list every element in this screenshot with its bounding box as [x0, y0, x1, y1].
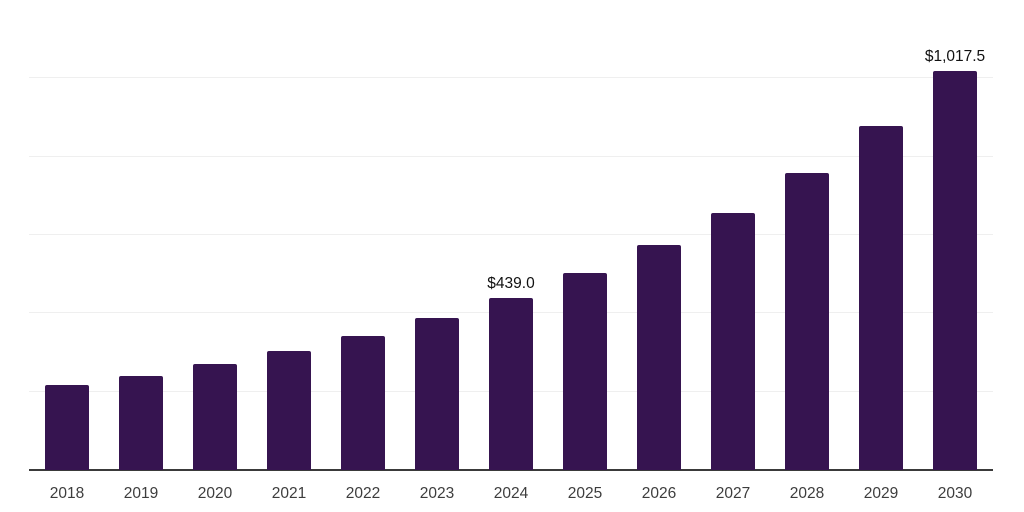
- gridline-800: [29, 155, 993, 157]
- x-axis-line: [29, 469, 993, 471]
- bar-value-label-2030: $1,017.5: [924, 48, 986, 66]
- x-tick-label-2027: 2027: [715, 485, 751, 502]
- plot-area: $439.0 $1,017.5: [29, 0, 993, 471]
- bar-value-label-2024: $439.0: [487, 275, 535, 293]
- x-tick-label-2021: 2021: [271, 485, 307, 502]
- bar-2022: [341, 336, 385, 470]
- bar-2029: [859, 126, 903, 470]
- bar-2027: [711, 212, 755, 470]
- bar-2025: [563, 272, 607, 470]
- x-tick-label-2024: 2024: [493, 485, 529, 502]
- bar-2018: [45, 385, 89, 470]
- bar-2026: [637, 244, 681, 470]
- x-tick-label-2019: 2019: [123, 485, 159, 502]
- bar-2030: [933, 71, 977, 470]
- bar-2023: [415, 318, 459, 470]
- bar-2019: [119, 375, 163, 470]
- bar-2020: [193, 364, 237, 470]
- x-tick-label-2030: 2030: [937, 485, 973, 502]
- gridline-1000: [29, 77, 993, 79]
- bar-2024: [489, 298, 533, 470]
- x-tick-label-2026: 2026: [641, 485, 677, 502]
- x-tick-label-2018: 2018: [49, 485, 85, 502]
- x-tick-label-2028: 2028: [789, 485, 825, 502]
- bar-2028: [785, 172, 829, 470]
- bar-2021: [267, 351, 311, 470]
- x-tick-label-2023: 2023: [419, 485, 455, 502]
- x-tick-label-2020: 2020: [197, 485, 233, 502]
- x-tick-label-2029: 2029: [863, 485, 899, 502]
- x-tick-label-2022: 2022: [345, 485, 381, 502]
- gridline-600: [29, 234, 993, 235]
- x-tick-label-2025: 2025: [567, 485, 603, 502]
